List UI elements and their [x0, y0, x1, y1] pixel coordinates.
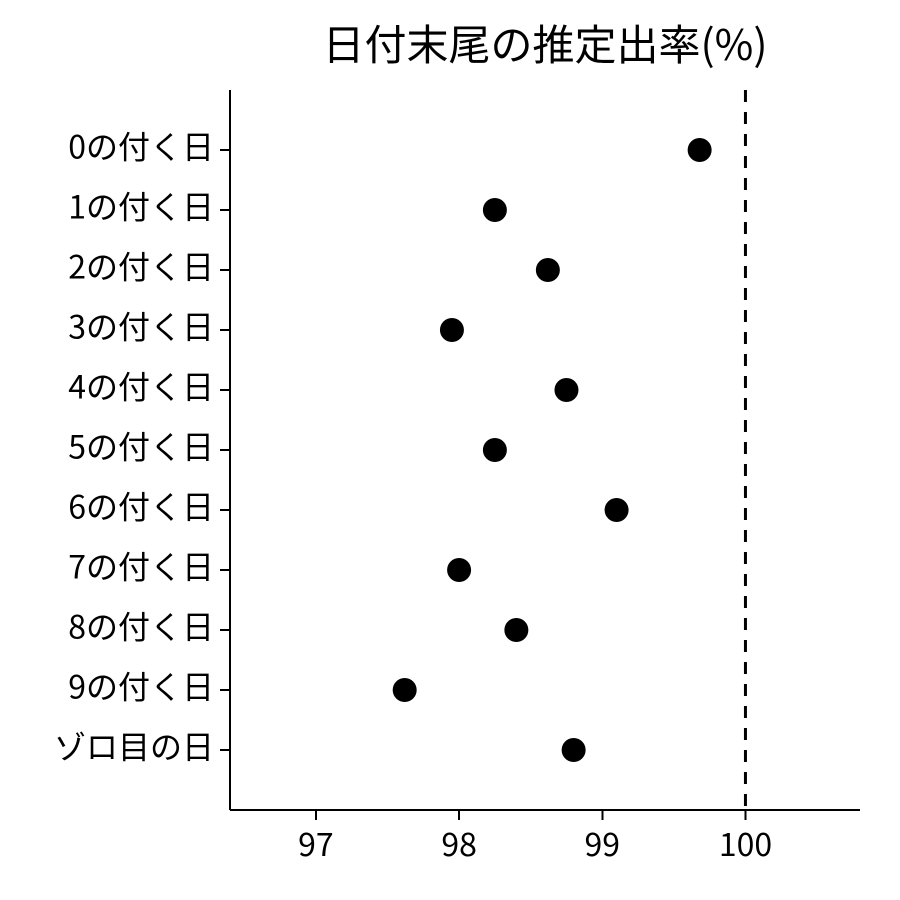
data-point — [536, 258, 560, 282]
data-point — [688, 138, 712, 162]
data-point — [393, 678, 417, 702]
data-point — [447, 558, 471, 582]
dot-plot-chart: 日付末尾の推定出率(%) 0の付く日 1の付く日 2の付く日 3の付く日 4の付く日 5の付… — [0, 0, 900, 900]
x-tick-label: 99 — [585, 820, 621, 866]
data-point — [483, 198, 507, 222]
y-tick-label: 1の付く日 — [68, 183, 214, 229]
y-tick-label: ゾロ目の日 — [54, 723, 214, 769]
chart-title: 日付末尾の推定出率(%) — [322, 12, 767, 73]
data-point — [562, 738, 586, 762]
data-point — [504, 618, 528, 642]
data-point — [605, 498, 629, 522]
y-tick-label: 6の付く日 — [68, 483, 214, 529]
y-tick-label: 8の付く日 — [68, 603, 214, 649]
y-tick-label: 3の付く日 — [68, 303, 214, 349]
y-tick-label: 0の付く日 — [68, 123, 214, 169]
y-tick-label: 9の付く日 — [68, 663, 214, 709]
data-point — [440, 318, 464, 342]
y-tick-label: 4の付く日 — [68, 363, 214, 409]
y-tick-label: 7の付く日 — [68, 543, 214, 589]
y-tick-label: 5の付く日 — [68, 423, 214, 469]
data-point — [483, 438, 507, 462]
y-tick-label: 2の付く日 — [68, 243, 214, 289]
x-tick-label: 100 — [719, 820, 772, 866]
x-tick-label: 98 — [441, 820, 477, 866]
x-tick-label: 97 — [298, 820, 334, 866]
data-point — [554, 378, 578, 402]
